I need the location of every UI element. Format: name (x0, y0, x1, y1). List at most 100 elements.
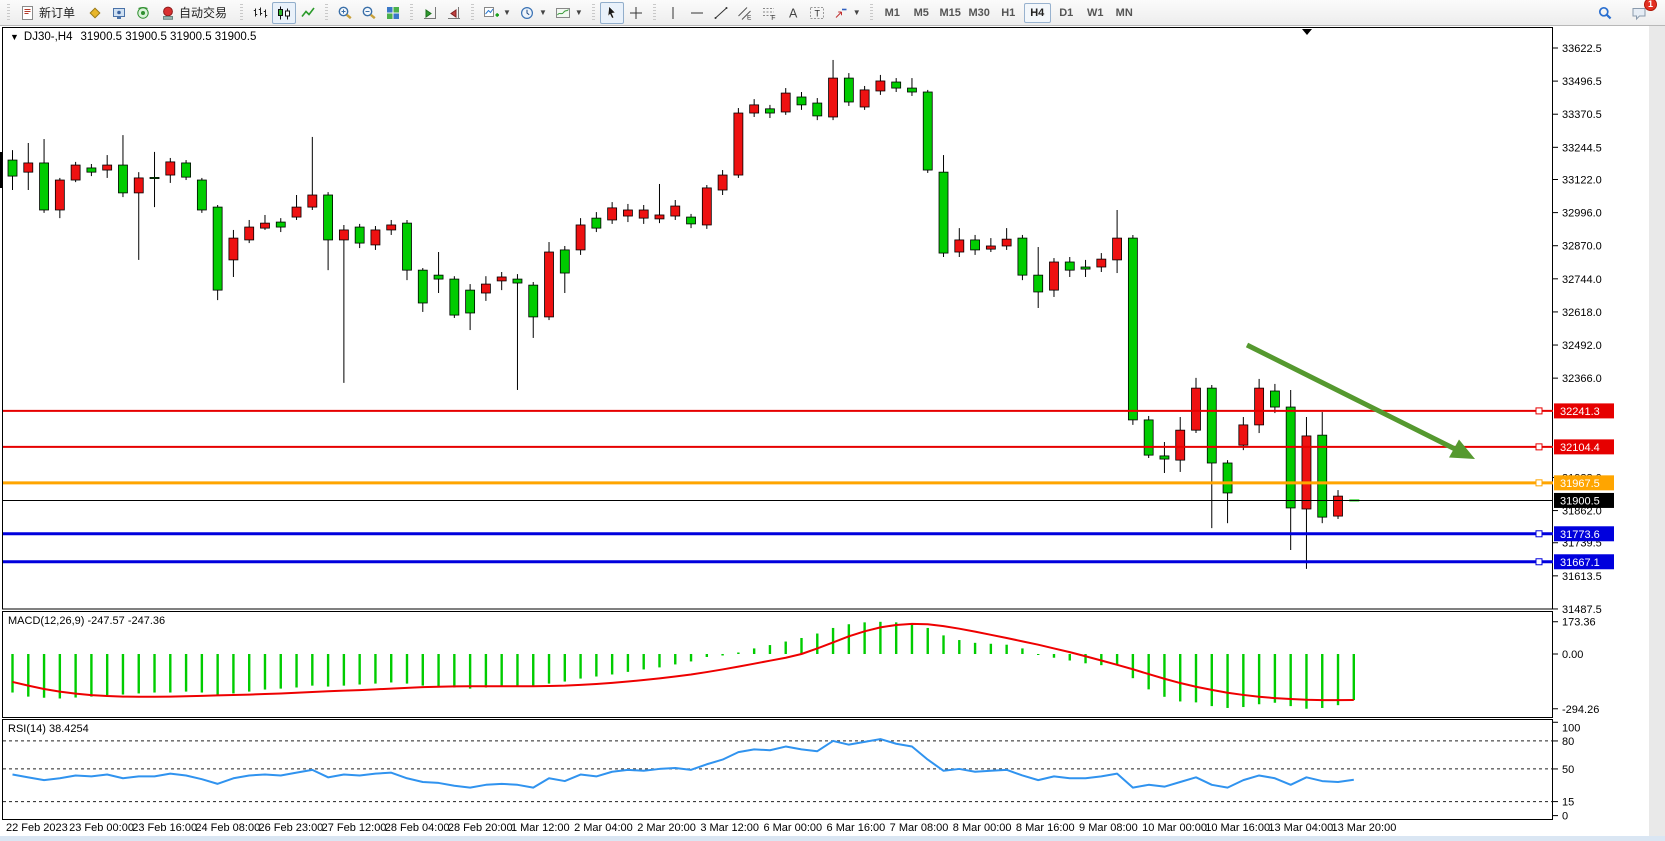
toolbar-grip[interactable] (323, 3, 331, 22)
macd-histogram-bar (500, 654, 503, 687)
data-window-button[interactable] (107, 2, 131, 24)
toolbar-grip[interactable] (408, 3, 416, 22)
search-button[interactable] (1593, 2, 1617, 24)
notifications-button[interactable] (1627, 2, 1651, 24)
toolbar-grip[interactable] (650, 3, 658, 22)
dropdown-caret-icon[interactable]: ▼ (574, 8, 583, 17)
toolbar-grip[interactable] (5, 3, 12, 22)
zoom-out-button[interactable] (357, 2, 381, 24)
timeframe-h4-button[interactable]: H4 (1023, 2, 1051, 23)
rsi-name: RSI(14) (8, 723, 46, 735)
candle-body (433, 274, 444, 280)
candle-body (623, 209, 633, 217)
timeframe-w1-button[interactable]: W1 (1082, 3, 1109, 23)
macd-histogram-bar (358, 654, 361, 685)
navigator-button[interactable] (131, 2, 155, 24)
bubble-icon (1632, 7, 1646, 20)
chart-shift-button[interactable] (442, 2, 466, 24)
support-line-blue-2-handle[interactable] (1535, 558, 1543, 566)
timeframe-m30-button[interactable]: M30 (966, 3, 993, 23)
tile-windows-button[interactable] (381, 2, 405, 24)
candle-body (307, 194, 318, 208)
new-order-button[interactable]: 新订单 (15, 2, 83, 24)
rsi-pane[interactable] (2, 719, 1553, 820)
time-label: 23 Feb 00:00 (69, 822, 134, 834)
timeframe-mn-button[interactable]: MN (1111, 3, 1138, 23)
crosshair-button[interactable] (624, 2, 648, 24)
support-line-blue-1-handle[interactable] (1535, 530, 1543, 538)
timeframe-h1-button[interactable]: H1 (995, 3, 1022, 23)
toolbar-grip[interactable] (469, 3, 477, 22)
trendline-button[interactable] (709, 2, 733, 24)
axis-tick-label: 31862.0 (1562, 506, 1602, 518)
macd-histogram-bar (1068, 654, 1071, 661)
dropdown-caret-icon[interactable]: ▼ (503, 8, 511, 17)
macd-histogram-bar (58, 654, 62, 699)
vertical-line-button[interactable] (661, 2, 685, 24)
macd-histogram-bar (1037, 654, 1040, 655)
candle-body (765, 108, 775, 114)
downtrend-arrow[interactable] (1245, 342, 1475, 459)
macd-pane[interactable] (2, 611, 1553, 718)
text-label-button[interactable]: T (805, 2, 829, 24)
toolbar-grip[interactable] (867, 3, 875, 22)
auto-trading-button[interactable]: 自动交易 (155, 2, 235, 24)
symbol-dropdown-icon[interactable]: ▼ (10, 32, 19, 42)
candlestick-series[interactable] (0, 59, 1360, 569)
candle-body (480, 283, 491, 294)
macd-histogram-bar (405, 654, 409, 684)
svg-text:A: A (789, 6, 798, 20)
text-button[interactable]: A (781, 2, 805, 24)
macd-histogram-bar (863, 622, 866, 654)
fibo-icon: F (762, 7, 775, 21)
toolbar-grip[interactable] (589, 3, 597, 22)
support-line-orange-handle[interactable] (1535, 479, 1543, 487)
arrows-button[interactable]: ▼ (829, 2, 865, 24)
dropdown-caret-icon[interactable]: ▼ (852, 8, 861, 17)
candle-body (1049, 261, 1059, 291)
fibonacci-button[interactable]: F (757, 2, 781, 24)
candle-body (1301, 435, 1312, 510)
market-watch-button[interactable] (83, 2, 107, 24)
axis-tick-label: 32492.0 (1562, 340, 1602, 352)
chart-shift-marker[interactable] (1302, 29, 1312, 35)
candle-body (149, 177, 160, 180)
candle-body (1159, 455, 1170, 460)
chartshift-icon (448, 6, 461, 19)
zoom-in-button[interactable] (333, 2, 357, 24)
horizontal-line-button[interactable] (685, 2, 709, 24)
equidistant-channel-button[interactable]: E (733, 2, 757, 24)
toolbar-grip[interactable] (238, 3, 246, 22)
candle-body (370, 229, 381, 246)
templates-button[interactable]: ▼ (551, 2, 587, 24)
auto-scroll-button[interactable] (418, 2, 442, 24)
timeframe-m5-button[interactable]: M5 (908, 3, 935, 23)
periods-button[interactable]: ▼ (515, 2, 551, 24)
macd-histogram-bar (74, 654, 77, 698)
macd-histogram-bar (674, 654, 677, 665)
rsi-axis-label: 15 (1562, 797, 1574, 809)
timeframe-d1-button[interactable]: D1 (1053, 3, 1080, 23)
resistance-line-2-handle[interactable] (1535, 443, 1543, 451)
timeframe-m1-button[interactable]: M1 (879, 3, 906, 23)
main-chart-pane[interactable] (2, 27, 1553, 610)
macd-histogram-bar (1321, 654, 1324, 708)
macd-axis-label: 173.36 (1562, 617, 1596, 629)
resistance-line-1-handle[interactable] (1535, 407, 1543, 415)
timeframe-m15-button[interactable]: M15 (937, 3, 964, 23)
axis-tick-label: 31613.5 (1562, 571, 1602, 583)
candle-body (244, 226, 255, 241)
line-chart-button[interactable] (296, 2, 320, 24)
macd-histogram-bar (547, 654, 551, 684)
cursor-button[interactable] (599, 1, 624, 24)
indicators-button[interactable]: ▼ (479, 2, 515, 24)
bar-chart-button[interactable] (248, 2, 272, 24)
candle-body (1191, 387, 1201, 431)
chart-canvas[interactable]: 33622.5 33496.5 33370.5 33244.5 33122.0 32996… (0, 26, 1665, 841)
macd-histogram-bar (453, 654, 456, 688)
macd-histogram-bar (610, 654, 614, 675)
candlestick-chart-button[interactable] (272, 1, 297, 24)
price-axis[interactable]: 33622.5 33496.5 33370.5 33244.5 33122.0 32996… (1553, 43, 1602, 616)
dropdown-caret-icon[interactable]: ▼ (538, 8, 547, 17)
